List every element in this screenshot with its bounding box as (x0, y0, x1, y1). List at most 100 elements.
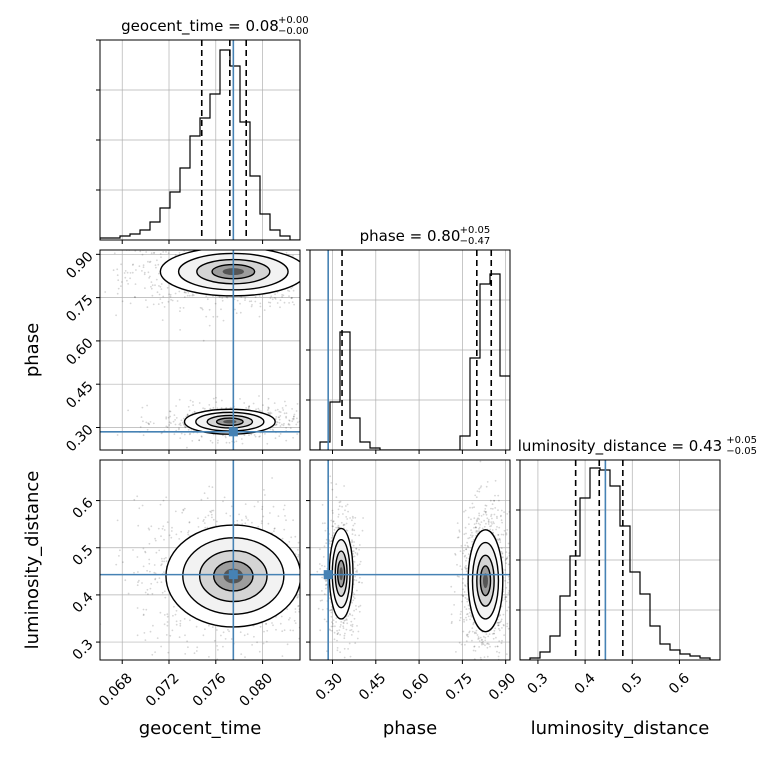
sample-point (205, 245, 207, 247)
sample-point (306, 560, 308, 562)
sample-point (169, 634, 172, 637)
sample-point (354, 516, 357, 519)
sample-point (311, 245, 313, 247)
sample-point (316, 570, 319, 573)
sample-point (335, 617, 338, 619)
sample-point (289, 427, 292, 429)
sample-point (332, 512, 334, 514)
sample-point (456, 575, 459, 578)
sample-point (347, 615, 350, 617)
sample-point (306, 247, 308, 249)
sample-point (244, 522, 247, 525)
sample-point (337, 524, 340, 527)
sample-point (162, 525, 165, 528)
sample-point (230, 245, 232, 247)
sample-point (267, 412, 270, 414)
sample-point (186, 640, 189, 643)
sample-point (207, 514, 210, 517)
sample-point (222, 240, 224, 242)
sample-point (120, 285, 122, 287)
sample-point (112, 269, 115, 272)
sample-point (347, 648, 349, 650)
sample-point (465, 608, 468, 611)
sample-point (292, 254, 294, 257)
sample-point (247, 407, 250, 410)
sample-point (332, 520, 335, 523)
sample-point (161, 563, 163, 565)
sample-point (121, 300, 124, 303)
sample-point (480, 641, 483, 644)
sample-point (499, 515, 502, 518)
truth-marker (228, 570, 238, 580)
sample-point (512, 561, 514, 563)
sample-point (211, 516, 213, 519)
sample-point (174, 510, 177, 513)
sample-point (294, 535, 297, 538)
sample-point (154, 651, 157, 653)
sample-point (332, 520, 335, 523)
sample-point (490, 515, 492, 517)
sample-point (466, 544, 469, 547)
sample-point (454, 554, 457, 556)
sample-point (159, 611, 162, 614)
sample-point (290, 287, 293, 290)
sample-point (514, 632, 516, 634)
sample-point (324, 522, 326, 525)
sample-point (169, 415, 172, 418)
sample-point (463, 618, 465, 621)
sample-point (311, 621, 313, 623)
title-error-minus: −0.00 (278, 26, 309, 37)
sample-point (357, 605, 360, 608)
sample-point (356, 269, 358, 271)
sample-point (492, 637, 495, 640)
sample-point (470, 529, 472, 531)
sample-point (488, 669, 490, 671)
sample-point (206, 247, 208, 249)
sample-point (490, 513, 493, 516)
sample-point (202, 339, 205, 342)
panel-frame (99, 249, 301, 451)
sample-point (332, 619, 335, 622)
sample-point (307, 605, 309, 607)
sample-point (212, 315, 215, 318)
sample-point (492, 667, 494, 669)
sample-point (251, 644, 254, 646)
sample-point (296, 403, 299, 405)
sample-point (154, 539, 157, 542)
sample-point (367, 591, 369, 593)
sample-point (353, 617, 356, 620)
sample-point (301, 539, 303, 541)
sample-point (226, 296, 229, 299)
sample-point (505, 557, 508, 560)
sample-point (466, 600, 469, 603)
sample-point (459, 565, 462, 567)
sample-point (142, 613, 145, 616)
sample-point (124, 276, 127, 279)
sample-point (293, 247, 295, 249)
sample-point (486, 642, 489, 645)
sample-point (514, 504, 516, 506)
sample-point (295, 423, 298, 426)
sample-point (505, 551, 508, 553)
sample-point (144, 287, 146, 289)
sample-point (310, 246, 312, 248)
sample-point (133, 296, 136, 298)
sample-point (494, 627, 497, 630)
sample-point (307, 560, 309, 562)
sample-point (342, 622, 345, 625)
sample-point (396, 257, 398, 259)
sample-point (209, 241, 211, 243)
sample-point (239, 302, 241, 305)
sample-point (152, 422, 155, 425)
sample-point (117, 287, 120, 290)
sample-point (324, 529, 327, 532)
sample-point (344, 632, 346, 635)
sample-point (296, 421, 299, 424)
sample-point (493, 629, 496, 632)
sample-point (337, 632, 340, 634)
sample-point (231, 247, 233, 249)
sample-point (323, 283, 325, 285)
sample-point (295, 410, 298, 412)
sample-point (484, 644, 486, 647)
sample-point (240, 438, 243, 440)
